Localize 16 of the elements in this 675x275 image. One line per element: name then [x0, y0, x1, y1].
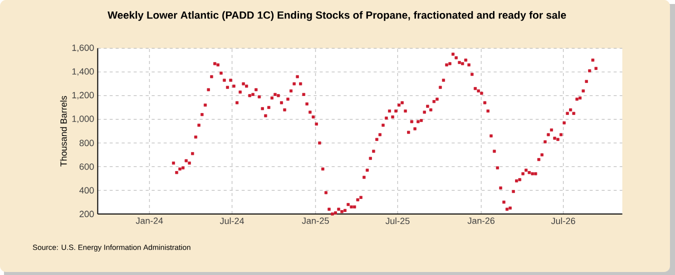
x-tick-label: Jul-24 [220, 218, 244, 224]
x-tick-label: Jan-26 [468, 218, 495, 224]
x-tick-label: Jan-24 [136, 218, 163, 224]
y-tick-label: 200 [80, 210, 94, 218]
y-tick-label: 1,000 [72, 116, 94, 124]
y-tick-label: 1,600 [72, 44, 94, 52]
x-tick-label: Jul-25 [386, 218, 410, 224]
y-tick-label: 400 [79, 187, 94, 194]
y-tick-label: 600 [80, 163, 94, 170]
x-tick-label: Jul-26 [551, 218, 576, 224]
y-tick-label: 1,200 [72, 92, 94, 100]
chart-title: Weekly Lower Atlantic (PADD 1C) Ending Stocks of Propane, fractionated and ready for sale [108, 11, 566, 21]
x-tick-label: Jan-25 [302, 218, 329, 224]
y-axis-title: Thousand Barrels [60, 96, 67, 166]
y-tick-label: 1,400 [72, 68, 94, 76]
y-tick-label: 800 [80, 140, 94, 146]
